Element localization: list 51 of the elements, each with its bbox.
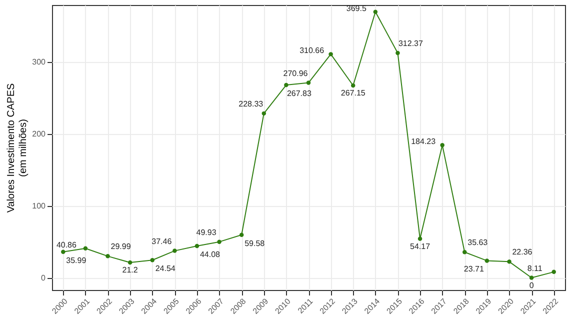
point — [262, 111, 266, 116]
data-label: 35.63 — [468, 238, 488, 248]
point — [83, 246, 88, 250]
data-label: 21.2 — [122, 266, 138, 275]
point — [128, 260, 132, 265]
point — [328, 52, 333, 56]
point — [418, 236, 422, 241]
data-label: 184.23 — [411, 137, 436, 146]
data-label: 23.71 — [464, 264, 484, 274]
data-label: 0 — [529, 280, 534, 290]
point — [350, 83, 356, 88]
data-label: 267.15 — [340, 88, 366, 98]
point — [239, 232, 244, 237]
data-label: 8.11 — [527, 264, 543, 273]
y-axis-title: Valores Investimento CAPES (em milhões) — [6, 83, 30, 213]
point — [507, 260, 512, 264]
data-label: 267.83 — [286, 89, 312, 98]
point — [150, 258, 154, 262]
point — [484, 258, 490, 263]
point — [462, 250, 467, 254]
data-label: 29.99 — [110, 242, 132, 252]
data-label: 22.36 — [512, 248, 533, 257]
point — [194, 244, 200, 248]
data-label: 40.86 — [56, 240, 78, 250]
data-label: 369.5 — [346, 4, 367, 13]
point — [217, 240, 222, 244]
data-label: 312.37 — [398, 38, 424, 48]
data-label: 49.93 — [196, 228, 217, 237]
point — [529, 276, 534, 280]
point — [284, 82, 288, 88]
data-label: 310.66 — [300, 46, 325, 56]
y-tick-label: 200 — [32, 129, 46, 138]
point — [106, 254, 110, 258]
data-label: 59.58 — [244, 238, 266, 248]
data-label: 270.96 — [283, 68, 308, 78]
point — [61, 250, 66, 254]
point — [440, 143, 444, 148]
data-label: 35.99 — [66, 256, 87, 265]
point — [172, 248, 177, 253]
point — [552, 270, 556, 274]
data-label: 37.46 — [152, 236, 172, 246]
point — [373, 10, 378, 14]
y-tick-label: 300 — [32, 57, 46, 66]
data-label: 228.33 — [238, 99, 264, 108]
y-tick-label: 0 — [41, 273, 46, 282]
data-label: 24.54 — [155, 264, 176, 274]
data-label: 54.17 — [410, 242, 431, 251]
y-tick-label: 100 — [32, 201, 46, 210]
data-label: 44.08 — [200, 250, 221, 260]
point — [396, 50, 400, 56]
point — [306, 80, 311, 85]
